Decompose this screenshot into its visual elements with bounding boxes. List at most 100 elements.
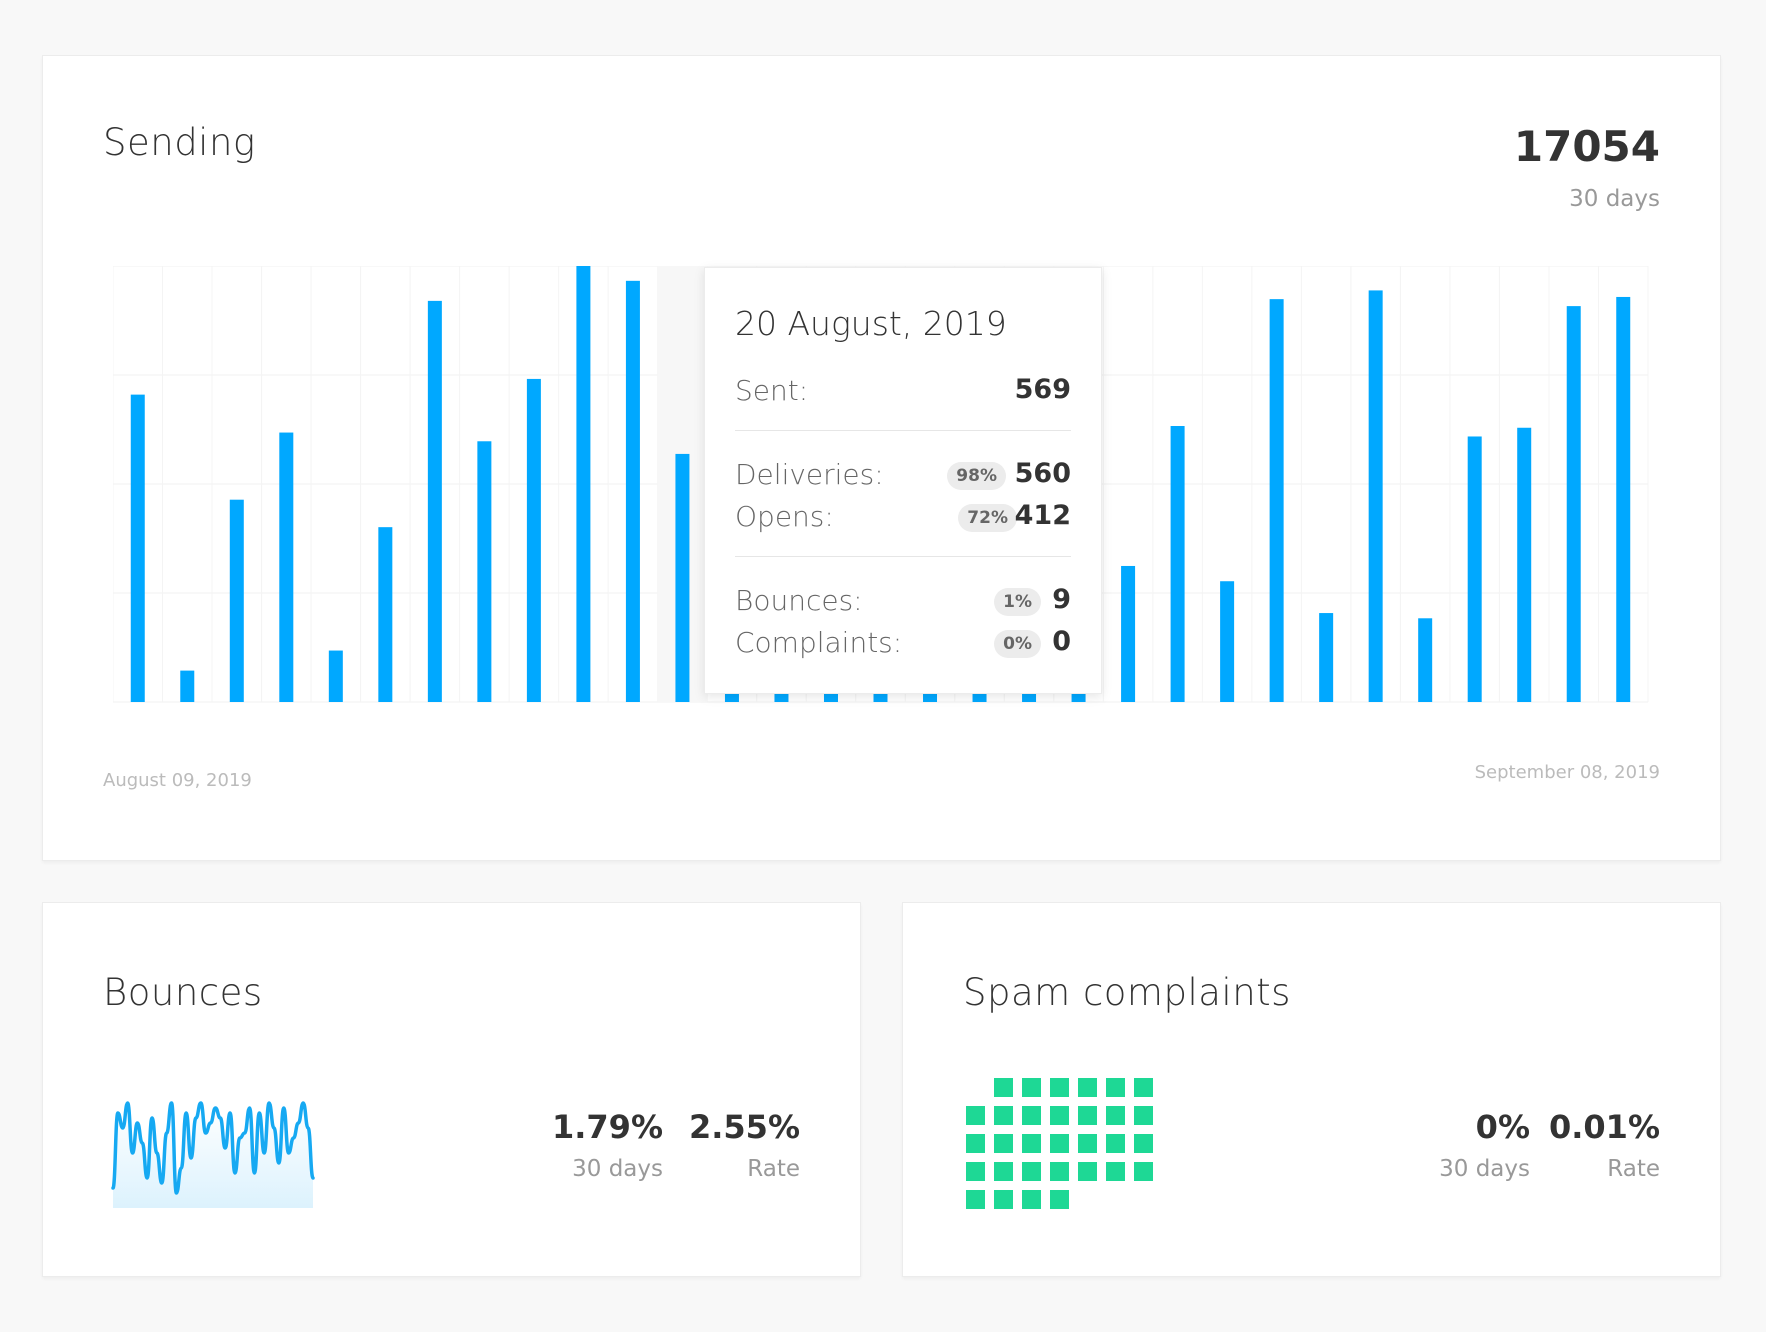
spam-30days-value: 0% xyxy=(1475,1108,1530,1146)
bounces-rate-label: Rate xyxy=(747,1156,800,1182)
waffle-cell xyxy=(966,1162,985,1181)
waffle-cell xyxy=(1106,1078,1125,1097)
tooltip-deliveries-value: 560 xyxy=(1014,458,1071,489)
waffle-cell xyxy=(1078,1106,1097,1125)
waffle-cell xyxy=(1106,1106,1125,1125)
waffle-cell xyxy=(1134,1078,1153,1097)
bar[interactable] xyxy=(477,441,492,702)
chart-tooltip: 20 August, 2019 Sent: 569 Deliveries: 98… xyxy=(704,267,1102,694)
tooltip-opens-label: Opens: xyxy=(735,500,834,533)
tooltip-date: 20 August, 2019 xyxy=(735,304,1007,343)
waffle-cell xyxy=(1078,1162,1097,1181)
tooltip-row-opens: Opens: 72% 412 xyxy=(735,500,1071,536)
bar[interactable] xyxy=(229,499,244,702)
waffle-cell xyxy=(1134,1162,1153,1181)
tooltip-bounces-value: 9 xyxy=(1052,584,1071,615)
waffle-cell xyxy=(1106,1162,1125,1181)
bar[interactable] xyxy=(675,453,690,702)
bar[interactable] xyxy=(1418,618,1433,702)
waffle-cell xyxy=(966,1134,985,1153)
waffle-cell xyxy=(1050,1162,1069,1181)
date-range-start: August 09, 2019 xyxy=(103,770,252,791)
tooltip-row-complaints: Complaints: 0% 0 xyxy=(735,626,1071,662)
waffle-cell xyxy=(1134,1106,1153,1125)
bar[interactable] xyxy=(576,266,591,702)
bar[interactable] xyxy=(1220,581,1235,702)
bar[interactable] xyxy=(1121,565,1136,702)
waffle-cell xyxy=(994,1134,1013,1153)
bar[interactable] xyxy=(279,432,294,702)
bar[interactable] xyxy=(1566,306,1581,702)
bar[interactable] xyxy=(625,280,640,702)
waffle-cell xyxy=(1022,1162,1041,1181)
spam-stat-rate: 0.01% Rate xyxy=(1549,1108,1660,1182)
bar[interactable] xyxy=(378,527,393,702)
waffle-cell xyxy=(966,1190,985,1209)
tooltip-complaints-value: 0 xyxy=(1052,626,1071,657)
spam-card: Spam complaints 0% 30 days 0.01% Rate xyxy=(902,902,1721,1277)
waffle-cell xyxy=(1078,1134,1097,1153)
tooltip-complaints-label: Complaints: xyxy=(735,626,903,659)
waffle-cell xyxy=(1050,1190,1069,1209)
waffle-cell xyxy=(1050,1078,1069,1097)
spam-rate-label: Rate xyxy=(1607,1156,1660,1182)
bounces-stat-rate: 2.55% Rate xyxy=(689,1108,800,1182)
bar[interactable] xyxy=(1467,436,1482,702)
bar[interactable] xyxy=(1319,613,1334,702)
bar[interactable] xyxy=(1368,290,1383,702)
waffle-cell xyxy=(1022,1106,1041,1125)
tooltip-deliveries-label: Deliveries: xyxy=(735,458,884,491)
waffle-cell xyxy=(1022,1190,1041,1209)
sending-total-label: 30 days xyxy=(1569,186,1660,212)
bounces-rate-value: 2.55% xyxy=(688,1108,800,1146)
bar[interactable] xyxy=(526,378,541,702)
waffle-cell xyxy=(1106,1134,1125,1153)
bar[interactable] xyxy=(1269,299,1284,702)
waffle-cell xyxy=(1022,1078,1041,1097)
spam-rate-value: 0.01% xyxy=(1548,1108,1660,1146)
bar[interactable] xyxy=(130,394,145,702)
waffle-cell xyxy=(1022,1134,1041,1153)
tooltip-opens-badge: 72% xyxy=(958,504,1017,532)
sparkline-line xyxy=(111,1101,315,1195)
tooltip-row-deliveries: Deliveries: 98% 560 xyxy=(735,458,1071,494)
waffle-cell xyxy=(966,1106,985,1125)
date-range-end: September 08, 2019 xyxy=(1474,762,1660,783)
bar[interactable] xyxy=(427,300,442,702)
bar[interactable] xyxy=(1170,426,1185,702)
bounces-30days-label: 30 days xyxy=(572,1156,663,1182)
spam-stat-30days: 0% 30 days xyxy=(1439,1108,1530,1182)
bar[interactable] xyxy=(1517,427,1532,702)
waffle-cell xyxy=(1050,1106,1069,1125)
tooltip-bounces-label: Bounces: xyxy=(735,584,863,617)
waffle-cell xyxy=(994,1190,1013,1209)
spam-waffle-chart xyxy=(966,1078,1153,1209)
tooltip-row-bounces: Bounces: 1% 9 xyxy=(735,584,1071,620)
bounces-30days-value: 1.79% xyxy=(551,1108,663,1146)
bounces-stat-30days: 1.79% 30 days xyxy=(552,1108,663,1182)
bounces-title: Bounces xyxy=(103,971,263,1014)
tooltip-opens-value: 412 xyxy=(1014,500,1071,531)
tooltip-complaints-badge: 0% xyxy=(994,630,1041,658)
waffle-cell xyxy=(1078,1078,1097,1097)
spam-30days-label: 30 days xyxy=(1439,1156,1530,1182)
tooltip-divider xyxy=(735,430,1071,431)
bounces-sparkline xyxy=(111,1101,315,1208)
waffle-cell xyxy=(994,1106,1013,1125)
waffle-cell xyxy=(994,1078,1013,1097)
tooltip-sent-value: 569 xyxy=(1014,374,1071,405)
tooltip-bounces-badge: 1% xyxy=(994,588,1041,616)
tooltip-divider xyxy=(735,556,1071,557)
bar[interactable] xyxy=(328,650,343,702)
waffle-cell xyxy=(994,1162,1013,1181)
bounces-card: Bounces 1.79% 30 days 2.55% Rate xyxy=(42,902,861,1277)
waffle-cell xyxy=(1134,1134,1153,1153)
bar[interactable] xyxy=(180,670,195,702)
spam-title: Spam complaints xyxy=(963,971,1291,1014)
sending-card: Sending 17054 30 days August 09, 2019 Se… xyxy=(42,55,1721,861)
sending-title: Sending xyxy=(103,121,256,164)
waffle-cell xyxy=(1050,1134,1069,1153)
bar[interactable] xyxy=(1616,296,1631,702)
tooltip-deliveries-badge: 98% xyxy=(947,462,1006,490)
sending-total: 17054 xyxy=(1513,122,1660,171)
